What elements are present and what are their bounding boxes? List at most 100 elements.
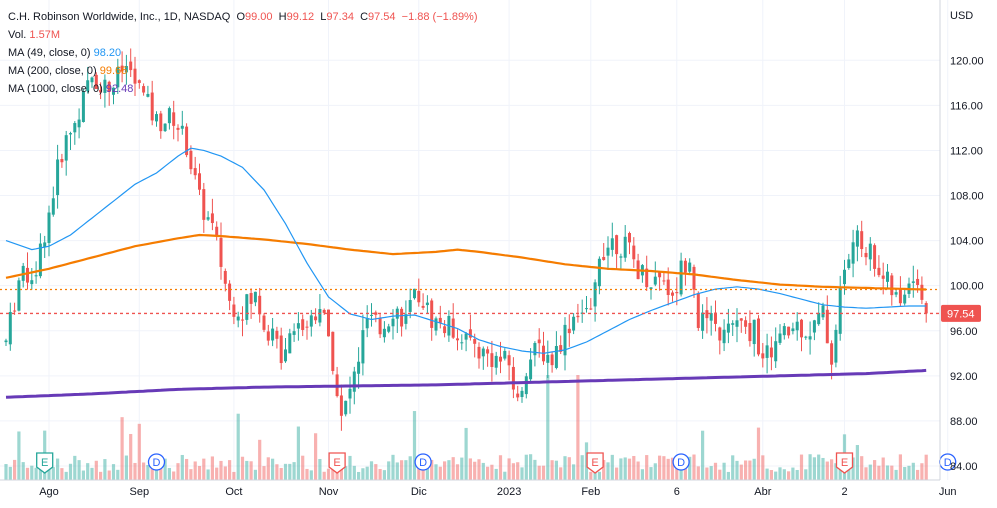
volume-bar: [756, 427, 761, 480]
volume-bar: [524, 454, 528, 480]
candle-body: [421, 305, 425, 308]
volume-bar: [778, 467, 782, 480]
earnings-marker[interactable]: E: [586, 452, 604, 474]
volume-bar: [129, 433, 133, 480]
legend-volume-row[interactable]: Vol. 1.57M: [8, 29, 60, 41]
volume-bar: [81, 470, 85, 480]
candle-body: [391, 318, 395, 327]
time-tick-label: Abr: [754, 486, 771, 498]
dividend-marker[interactable]: D: [414, 453, 432, 471]
candle-body: [417, 290, 421, 303]
candle-body: [597, 258, 601, 287]
candle-body: [159, 113, 163, 132]
symbol-title[interactable]: C.H. Robinson Worldwide, Inc., 1D, NASDA…: [8, 11, 231, 23]
volume-bar: [421, 469, 425, 480]
candle-body: [249, 293, 253, 304]
dividend-marker[interactable]: D: [672, 453, 690, 471]
volume-bar: [301, 455, 305, 480]
volume-bar: [683, 461, 687, 480]
volume-bar: [258, 439, 262, 480]
dividend-marker[interactable]: D: [147, 453, 166, 471]
volume-bar: [154, 464, 159, 480]
candle-body: [309, 315, 313, 327]
volume-bar: [873, 460, 877, 480]
legend-ma200-row[interactable]: MA (200, close, 0) 99.66: [8, 65, 128, 77]
candle-body: [778, 333, 782, 343]
volume-bar: [275, 464, 279, 480]
candle-body: [757, 318, 760, 355]
volume-bar: [425, 459, 429, 480]
price-tick-label: 120.00: [950, 55, 984, 67]
volume-bar: [357, 471, 361, 480]
candle-body: [610, 238, 614, 250]
candle-body: [468, 329, 472, 338]
volume-bar: [615, 467, 619, 480]
candle-body: [245, 294, 249, 320]
candle-body: [860, 231, 864, 250]
volume-bar: [602, 459, 606, 480]
earnings-marker[interactable]: E: [835, 452, 854, 474]
candle-body: [507, 355, 511, 366]
volume-bar: [249, 461, 253, 480]
volume-bar: [464, 427, 468, 480]
volume-bar: [765, 468, 769, 480]
legend-ma49-row[interactable]: MA (49, close, 0) 98.20: [8, 47, 122, 59]
volume-bar: [511, 463, 515, 480]
volume-bar: [550, 460, 554, 480]
earnings-marker[interactable]: E: [328, 452, 346, 474]
legend-ohlc-row: C.H. Robinson Worldwide, Inc., 1D, NASDA…: [8, 8, 478, 26]
volume-bar: [541, 465, 546, 480]
candle-body: [804, 336, 808, 338]
price-tick-label: 96.00: [950, 326, 978, 338]
candle-body: [167, 108, 171, 124]
volume-bar: [860, 456, 864, 480]
volume-bar: [283, 463, 288, 480]
earnings-marker[interactable]: E: [36, 452, 54, 474]
candle-body: [701, 312, 705, 331]
volume-bar: [787, 471, 791, 480]
volume-bar: [438, 466, 442, 480]
price-axis[interactable]: USD 84.00 88.00 92.00 96.00 100.00 104.00 108.…: [950, 10, 984, 473]
candle-body: [365, 318, 369, 329]
candle-body: [619, 256, 623, 258]
volume-bar: [619, 458, 623, 480]
time-tick-label: 2023: [497, 486, 521, 498]
volume-bar: [322, 471, 326, 480]
volume-bar: [885, 465, 890, 480]
volume-bar: [748, 460, 752, 480]
candle-body: [924, 303, 928, 314]
volume-bar: [516, 462, 520, 480]
time-axis[interactable]: Ago Sep Oct Nov Dic 2023 Feb 6 Abr 2 Jun: [39, 486, 956, 498]
candle-body: [769, 347, 773, 358]
volume-bar: [90, 467, 94, 480]
volume-bar: [361, 468, 365, 480]
candle-body: [382, 328, 386, 338]
candle-body: [847, 259, 851, 269]
volume-bar: [817, 454, 821, 480]
candle-body: [223, 270, 227, 284]
candle-body: [838, 287, 842, 334]
volume-bar: [391, 454, 395, 480]
volume-bar: [653, 463, 657, 480]
volume-bar: [546, 375, 550, 480]
volume-bar: [606, 462, 610, 480]
candle-body: [821, 305, 825, 318]
volume-bar: [782, 469, 786, 480]
volume-bar: [640, 469, 644, 480]
volume-bar: [443, 461, 447, 480]
candle-body: [86, 80, 90, 92]
volume-bar: [864, 467, 868, 480]
svg-text:97.54: 97.54: [947, 308, 975, 320]
volume-bar: [103, 459, 107, 480]
candle-body: [546, 354, 550, 363]
candle-body: [855, 230, 859, 247]
volume-bar: [821, 457, 825, 480]
volume-bar: [830, 459, 834, 480]
legend-ma1000-row[interactable]: MA (1000, close, 0) 92.48: [8, 83, 134, 95]
candle-body: [752, 319, 756, 345]
candle-body: [219, 237, 223, 267]
volume-bar: [688, 456, 692, 480]
volume-bar: [292, 462, 296, 480]
candle-body: [851, 242, 855, 264]
